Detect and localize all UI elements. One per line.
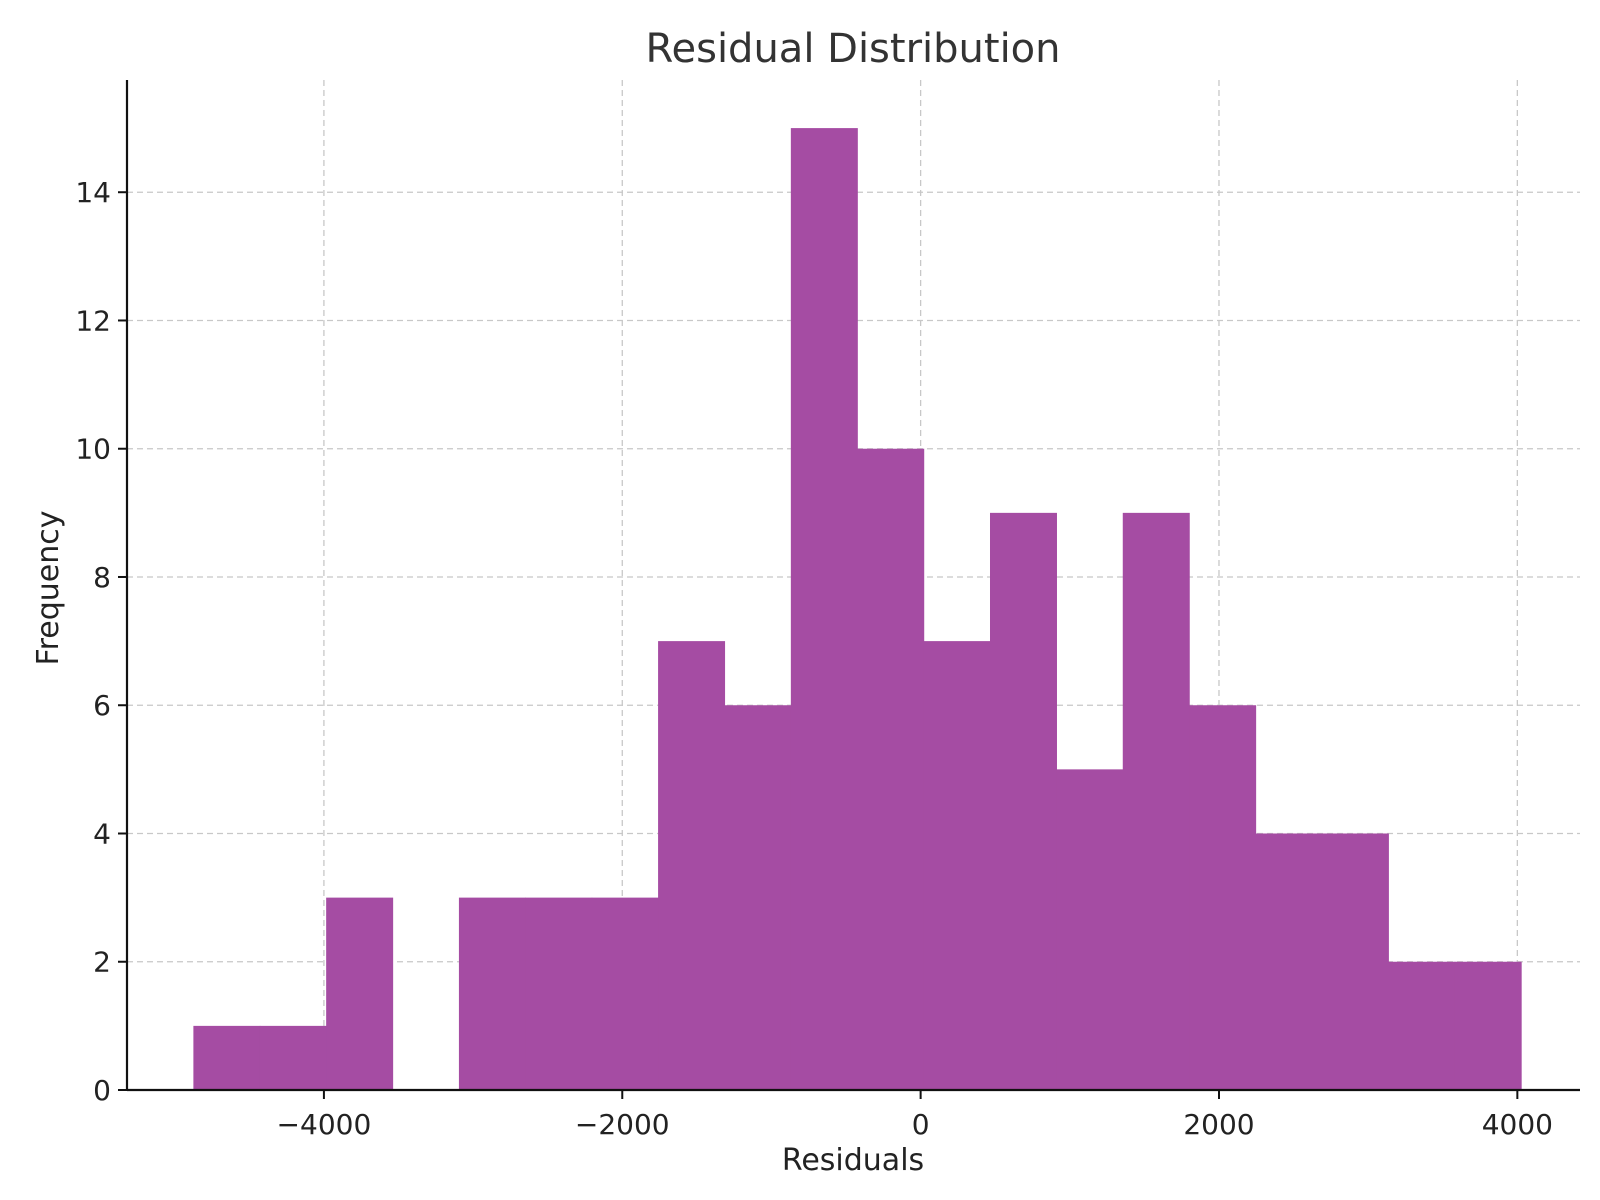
x-tick-label: −4000 [277, 1108, 372, 1141]
y-tick-label: 8 [93, 561, 111, 594]
histogram-bar [326, 897, 394, 1090]
y-axis-label: Frequency [31, 511, 66, 666]
histogram-bar [790, 128, 858, 1091]
histogram-bar [259, 1025, 327, 1090]
x-tick-label: 0 [912, 1108, 930, 1141]
y-tick-label: 6 [93, 689, 111, 722]
histogram-bar [193, 1025, 261, 1090]
x-tick-label: 2000 [1183, 1108, 1254, 1141]
histogram-bar [1189, 705, 1257, 1090]
histogram-bar [1388, 961, 1456, 1090]
x-axis-label: Residuals [782, 1143, 924, 1178]
y-tick-label: 10 [75, 433, 111, 466]
y-tick-label: 4 [93, 817, 111, 850]
histogram-bar [458, 897, 526, 1090]
y-tick-label: 0 [93, 1074, 111, 1107]
x-ticks: −4000 −2000 0 2000 4000 [277, 1090, 1553, 1141]
histogram-bar [525, 897, 593, 1090]
y-tick-label: 12 [75, 304, 111, 337]
axes-spines [125, 80, 1580, 1092]
histogram-bar [1255, 833, 1323, 1090]
x-tick-label: 4000 [1482, 1108, 1553, 1141]
histogram-bar [857, 448, 925, 1090]
histogram-bar [923, 641, 991, 1090]
histogram-bar [1321, 833, 1389, 1090]
y-ticks: 0 2 4 6 8 10 12 14 [75, 176, 127, 1107]
histogram-bar [591, 897, 659, 1090]
chart-title: Residual Distribution [646, 26, 1061, 72]
histogram-bar [724, 705, 792, 1090]
histogram-bar [1122, 512, 1190, 1090]
histogram-bar [989, 512, 1057, 1090]
y-tick-label: 2 [93, 946, 111, 979]
histogram-bar [1454, 961, 1522, 1090]
y-tick-label: 14 [75, 176, 111, 209]
x-tick-label: −2000 [575, 1108, 670, 1141]
histogram-bar [658, 641, 726, 1090]
histogram-bars [193, 128, 1522, 1091]
histogram-bar [1056, 769, 1124, 1090]
